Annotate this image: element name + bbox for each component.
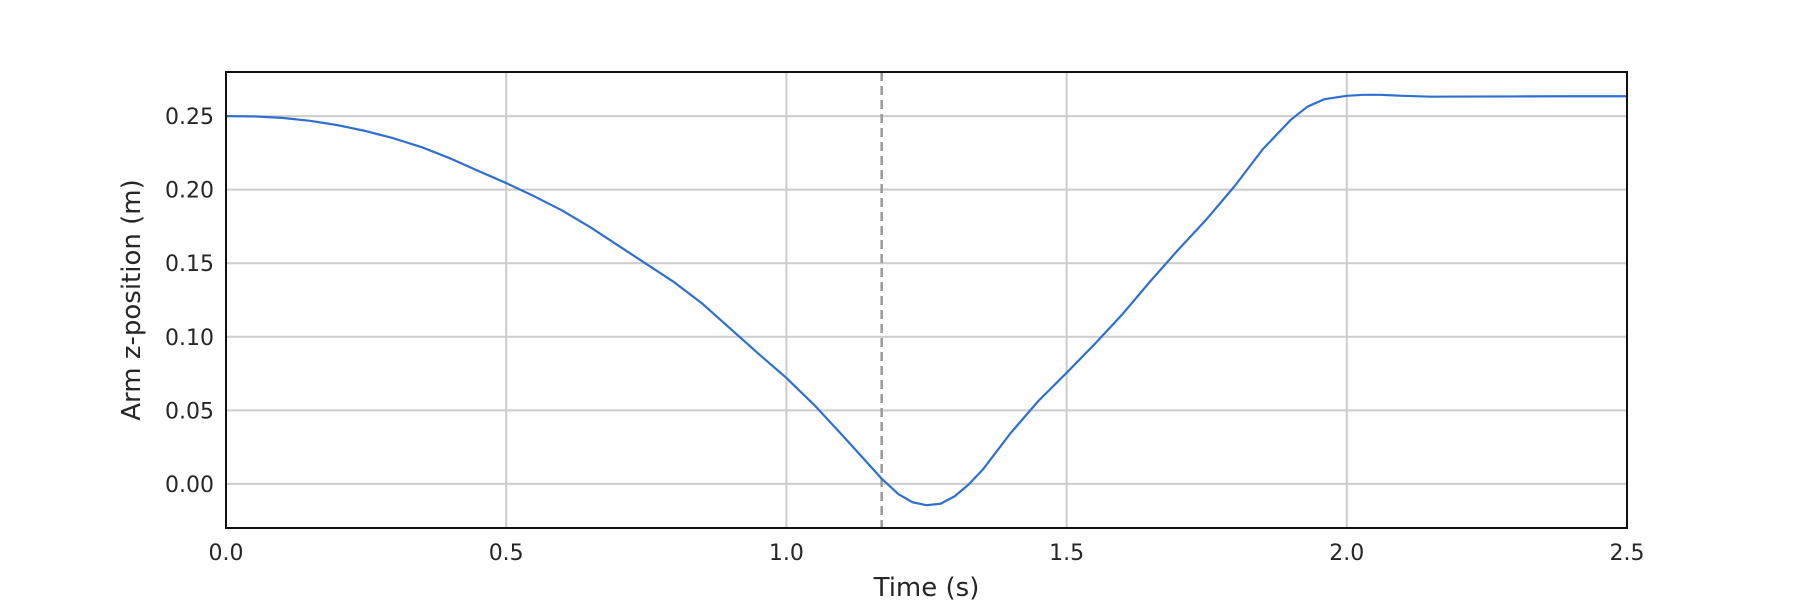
x-tick-label: 1.5: [1049, 541, 1084, 566]
y-tick-label: 0.00: [165, 473, 214, 498]
y-tick-label: 0.20: [165, 179, 214, 204]
grid: [225, 72, 1628, 528]
y-tick-label: 0.10: [165, 326, 214, 351]
x-tick-labels: 0.0 0.5 1.0 1.5 2.0 2.5: [209, 541, 1645, 566]
x-tick-label: 0.0: [209, 541, 244, 566]
y-axis-label: Arm z-position (m): [117, 179, 147, 421]
x-tick-label: 2.0: [1329, 541, 1364, 566]
y-tick-label: 0.15: [165, 252, 214, 277]
x-tick-label: 2.5: [1610, 541, 1645, 566]
x-tick-label: 1.0: [769, 541, 804, 566]
series-layer: [224, 93, 1629, 507]
y-tick-labels: 0.00 0.05 0.10 0.15 0.20 0.25: [165, 105, 214, 498]
x-axis-label: Time (s): [873, 573, 980, 600]
y-tick-label: 0.05: [165, 399, 214, 424]
series-line: [224, 93, 1629, 507]
x-tick-label: 0.5: [489, 541, 524, 566]
y-tick-label: 0.25: [165, 105, 214, 130]
plot-area-frame: [225, 71, 1628, 529]
